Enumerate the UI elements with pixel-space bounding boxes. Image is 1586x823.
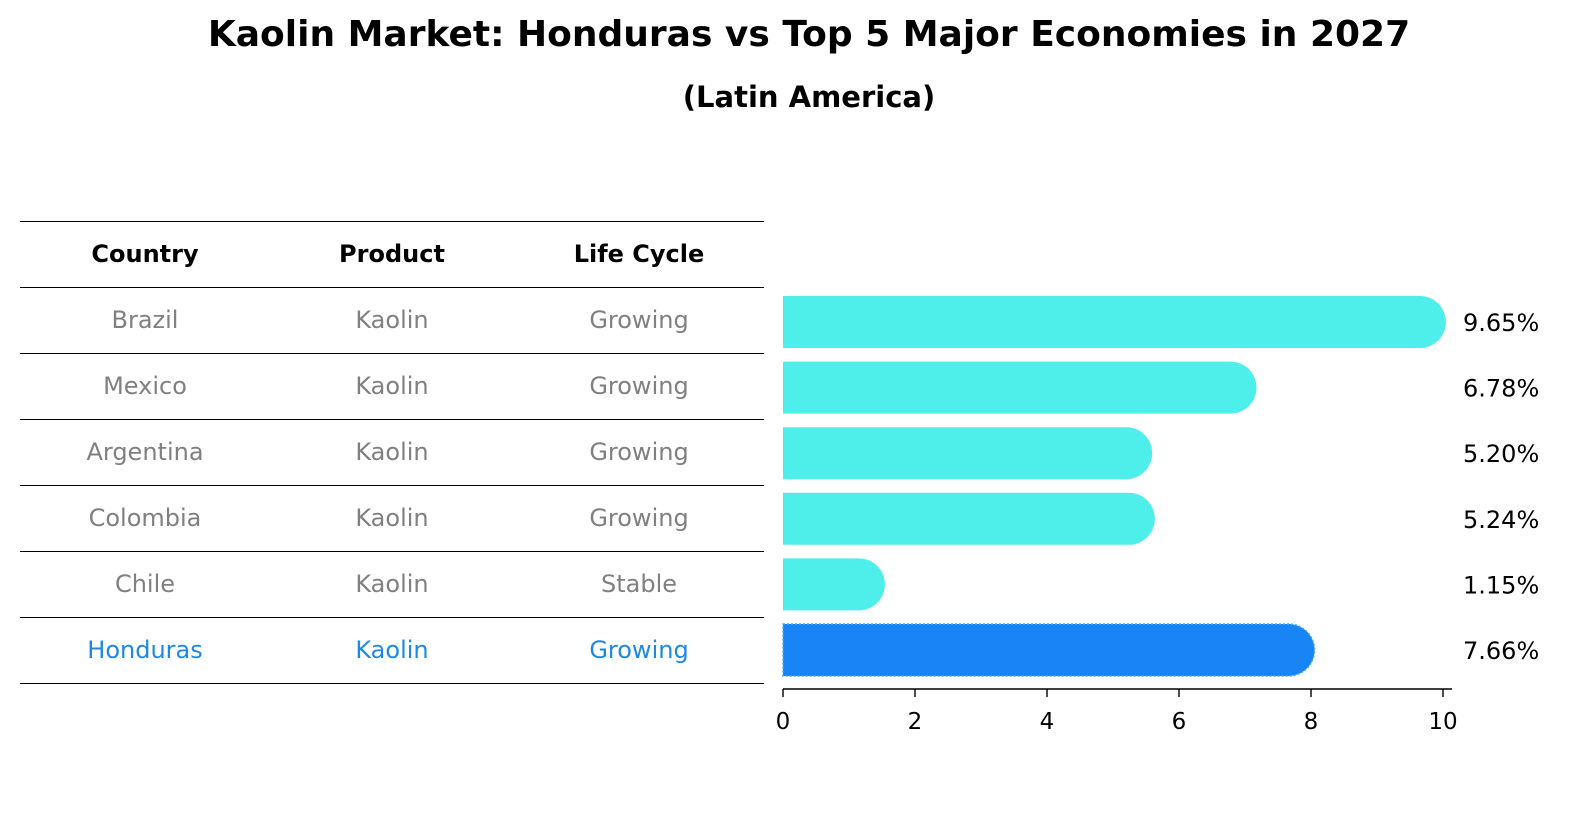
x-tick-label: 0 bbox=[776, 709, 791, 735]
table-header-product: Product bbox=[339, 240, 445, 268]
table-header-country: Country bbox=[91, 240, 199, 268]
life-cycle-cell: Stable bbox=[600, 570, 678, 598]
value-label: 7.66% bbox=[1463, 637, 1539, 665]
x-tick-label: 6 bbox=[1172, 709, 1187, 735]
product-cell: Kaolin bbox=[355, 306, 429, 334]
country-cell: Honduras bbox=[87, 636, 203, 664]
product-cell: Kaolin bbox=[355, 372, 429, 400]
table-divider bbox=[20, 419, 764, 420]
x-tick-label: 4 bbox=[1040, 709, 1055, 735]
chart-title: Kaolin Market: Honduras vs Top 5 Major E… bbox=[207, 14, 1411, 55]
value-label: 5.24% bbox=[1463, 506, 1539, 534]
table-divider bbox=[20, 485, 764, 486]
product-cell: Kaolin bbox=[355, 570, 429, 598]
table-divider bbox=[20, 683, 764, 684]
table-divider bbox=[20, 221, 764, 222]
x-tick-label: 2 bbox=[908, 709, 923, 735]
value-label: 5.20% bbox=[1463, 440, 1539, 468]
bar-chile bbox=[783, 558, 885, 611]
country-cell: Colombia bbox=[88, 504, 202, 532]
chart-subtitle: (Latin America) bbox=[682, 80, 936, 114]
table-divider bbox=[20, 353, 764, 354]
bar-argentina bbox=[783, 427, 1153, 480]
product-cell: Kaolin bbox=[355, 504, 429, 532]
table-header-life-cycle: Life Cycle bbox=[573, 240, 705, 268]
life-cycle-cell: Growing bbox=[589, 306, 689, 334]
value-label: 9.65% bbox=[1463, 309, 1539, 337]
country-cell: Brazil bbox=[111, 306, 179, 334]
table-divider bbox=[20, 287, 764, 288]
x-tick-label: 8 bbox=[1304, 709, 1319, 735]
bar-mexico bbox=[783, 361, 1257, 414]
country-cell: Chile bbox=[114, 570, 176, 598]
value-label: 6.78% bbox=[1463, 375, 1539, 403]
product-cell: Kaolin bbox=[355, 636, 429, 664]
x-tick-label: 10 bbox=[1428, 709, 1457, 735]
table-divider bbox=[20, 551, 764, 552]
table-divider bbox=[20, 617, 764, 618]
life-cycle-cell: Growing bbox=[589, 438, 689, 466]
life-cycle-cell: Growing bbox=[589, 636, 689, 664]
life-cycle-cell: Growing bbox=[589, 504, 689, 532]
country-cell: Mexico bbox=[103, 372, 187, 400]
product-cell: Kaolin bbox=[355, 438, 429, 466]
bar-brazil bbox=[783, 296, 1446, 348]
life-cycle-cell: Growing bbox=[589, 372, 689, 400]
value-label: 1.15% bbox=[1463, 571, 1539, 599]
bar-colombia bbox=[783, 492, 1155, 545]
country-cell: Argentina bbox=[86, 438, 204, 466]
bar-honduras bbox=[782, 623, 1316, 677]
